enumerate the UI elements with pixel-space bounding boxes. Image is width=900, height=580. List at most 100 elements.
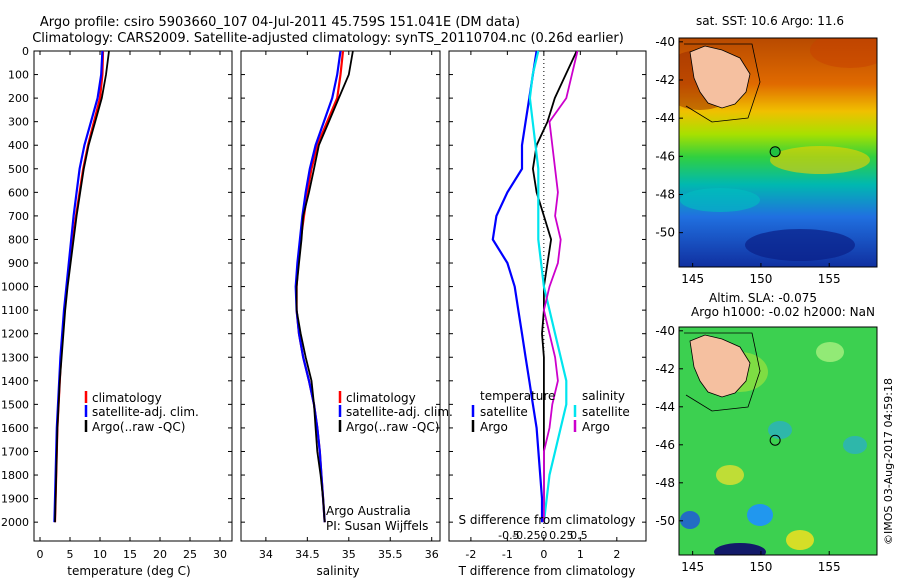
x-top-tick-label: -0.5 [498, 529, 519, 542]
difference-legend-salinity: salinity satellite Argo [573, 389, 630, 434]
y-tick-label: 1300 [1, 351, 29, 364]
x-top-tick-label: 0.5 [570, 529, 588, 542]
tasmania-landmass [689, 45, 751, 109]
argo-position-marker [769, 146, 781, 158]
series-salinity-argo [542, 50, 579, 523]
x-tick-label: 15 [123, 548, 137, 561]
salinity-legend: climatology satellite-adj. clim. Argo(..… [338, 391, 453, 434]
y-tick-label: 2000 [1, 516, 29, 529]
legend-salinity-title: salinity [582, 389, 625, 403]
sst-map-title: sat. SST: 10.6 Argo: 11.6 [696, 14, 844, 28]
sla-anomaly [716, 465, 744, 485]
map-y-tick-label: -40 [655, 324, 675, 338]
temperature-xlabel: temperature (deg C) [67, 564, 190, 578]
y-tick-label: 1900 [1, 493, 29, 506]
y-tick-label: 500 [8, 163, 29, 176]
title-line-2: Climatology: CARS2009. Satellite-adjuste… [32, 31, 624, 46]
x-tick-label: 20 [153, 548, 167, 561]
sst-cold-patch [745, 229, 855, 261]
difference-legend-temperature: temperature satellite Argo [471, 389, 555, 434]
sst-map-image [679, 38, 877, 267]
map-x-tick-label: 155 [818, 272, 841, 286]
bathymetry-contour [684, 332, 761, 412]
x-tick-label: 0 [540, 548, 547, 561]
y-tick-label: 800 [8, 233, 29, 246]
x-tick-label: 35 [342, 548, 356, 561]
x-top-tick-label: 0.25 [549, 529, 574, 542]
sla-anomaly [786, 530, 814, 550]
x-tick-label: 1 [577, 548, 584, 561]
temperature-legend: climatology satellite-adj. clim. Argo(..… [84, 391, 199, 434]
x-tick-label: 30 [213, 548, 227, 561]
y-tick-label: 1400 [1, 375, 29, 388]
legend-argo-label: Argo(..raw -QC) [346, 420, 439, 434]
y-tick-label: 200 [8, 92, 29, 105]
legend-t-argo-label: Argo [480, 420, 508, 434]
sla-map-frame [678, 326, 878, 556]
difference-top-xlabel: S difference from climatology [459, 513, 636, 527]
y-tick-label: 1200 [1, 328, 29, 341]
bathymetry-contour [684, 43, 761, 123]
map-y-tick-label: -40 [655, 35, 675, 49]
sst-map-frame [678, 37, 878, 268]
x-tick-label: 10 [93, 548, 107, 561]
y-tick-label: 1700 [1, 445, 29, 458]
y-tick-label: 1500 [1, 398, 29, 411]
sla-anomaly [768, 421, 792, 439]
legend-argo-label: Argo(..raw -QC) [92, 420, 185, 434]
x-tick-label: 0 [37, 548, 44, 561]
y-tick-label: 100 [8, 69, 29, 82]
map-y-tick-label: -42 [655, 73, 675, 87]
y-tick-label: 1100 [1, 304, 29, 317]
series-temperature-satellite [491, 50, 544, 523]
legend-satellite-label: satellite-adj. clim. [92, 405, 199, 419]
series-salinity-satellite [528, 50, 568, 523]
sla-anomaly [714, 543, 766, 555]
legend-t-satellite-label: satellite [480, 405, 528, 419]
map-x-tick-label: 155 [818, 560, 841, 574]
sla-map-title-line-1: Altim. SLA: -0.075 [709, 291, 817, 305]
y-tick-label: 700 [8, 210, 29, 223]
map-y-tick-label: -50 [655, 514, 675, 528]
salinity-xlabel: salinity [316, 564, 359, 578]
map-x-tick-label: 150 [749, 272, 772, 286]
sst-cool-patch [680, 188, 760, 212]
y-tick-label: 1600 [1, 422, 29, 435]
x-tick-label: 35.5 [378, 548, 403, 561]
salinity-plot: 34 34.5 35 35.5 36 [241, 50, 440, 561]
map-x-tick-label: 145 [681, 272, 704, 286]
sla-anomaly [843, 436, 867, 454]
y-tick-label: 1000 [1, 281, 29, 294]
map-x-tick-label: 150 [749, 560, 772, 574]
map-y-tick-label: -48 [655, 476, 675, 490]
annotation-pi: PI: Susan Wijffels [326, 519, 428, 533]
x-tick-label: -1 [502, 548, 513, 561]
temperature-plot: 0100200300400500600700800900100011001200… [1, 45, 232, 561]
legend-temperature-title: temperature [480, 389, 555, 403]
sla-map-axes: 145 150 155 -40 -42 -44 -46 -48 -50 [655, 324, 840, 574]
salinity-axes [240, 50, 441, 542]
map-y-tick-label: -50 [655, 226, 675, 240]
x-tick-label: 34 [259, 548, 273, 561]
x-tick-label: 2 [613, 548, 620, 561]
map-x-tick-label: 145 [681, 560, 704, 574]
sla-anomaly [816, 342, 844, 362]
legend-climatology-label: climatology [346, 391, 416, 405]
series-argo-raw-qc [295, 50, 354, 523]
map-y-tick-label: -44 [655, 111, 675, 125]
legend-s-satellite-label: satellite [582, 405, 630, 419]
sla-map-title-line-2: Argo h1000: -0.02 h2000: NaN [691, 305, 875, 319]
sst-front-patch [770, 146, 870, 174]
y-tick-label: 0 [22, 45, 29, 58]
sst-warm-patch [810, 38, 877, 68]
y-tick-label: 900 [8, 257, 29, 270]
legend-s-argo-label: Argo [582, 420, 610, 434]
x-tick-label: -2 [465, 548, 476, 561]
temperature-axes [33, 50, 233, 542]
legend-climatology-label: climatology [92, 391, 162, 405]
map-y-tick-label: -44 [655, 400, 675, 414]
title-line-1: Argo profile: csiro 5903660_107 04-Jul-2… [40, 15, 520, 30]
sst-map-axes: 145 150 155 -40 -42 -44 -46 -48 -50 [655, 35, 840, 286]
